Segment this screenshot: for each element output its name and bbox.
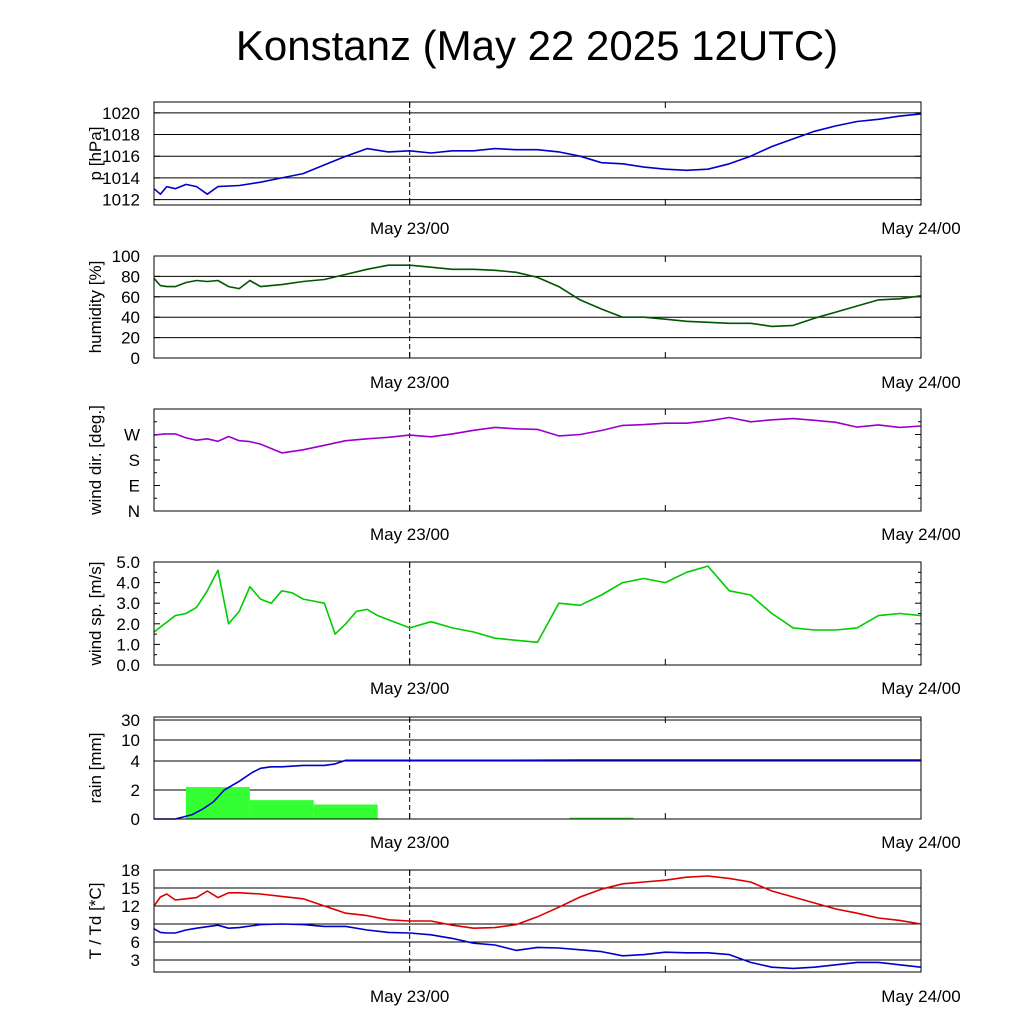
plot-frame <box>153 716 922 820</box>
x-tick-label: May 24/00 <box>881 219 960 238</box>
y-tick-label: 1018 <box>102 126 140 145</box>
x-tick-label: May 23/00 <box>370 987 449 1006</box>
x-tick-label: May 23/00 <box>370 679 449 698</box>
y-tick-label: 1020 <box>102 104 140 123</box>
x-tick-label: May 24/00 <box>881 833 960 852</box>
plot-frame <box>153 255 922 359</box>
plot-frame <box>153 869 922 973</box>
y-axis-label: humidity [%] <box>86 261 105 354</box>
y-tick-label: 3 <box>131 951 140 970</box>
series-line-2 <box>153 923 922 970</box>
rain-bar <box>185 787 250 819</box>
y-axis-label: rain [mm] <box>86 733 105 804</box>
y-tick-label: 5.0 <box>116 553 140 572</box>
y-tick-label: 1.0 <box>116 635 140 654</box>
y-tick-label: N <box>128 502 140 521</box>
plot-frame <box>153 101 922 206</box>
y-tick-label: 3.0 <box>116 594 140 613</box>
y-tick-label: 18 <box>121 861 140 880</box>
y-tick-label: 0 <box>131 349 140 368</box>
rain-bar <box>313 804 378 819</box>
series-line-1 <box>153 264 922 328</box>
y-tick-label: 4 <box>131 752 140 771</box>
y-tick-label: 30 <box>121 711 140 730</box>
y-tick-label: S <box>129 451 140 470</box>
x-tick-label: May 23/00 <box>370 833 449 852</box>
y-tick-label: 12 <box>121 897 140 916</box>
y-tick-label: 0 <box>131 810 140 829</box>
plot-frame <box>153 408 922 512</box>
y-axis-label: wind dir. [deg.] <box>86 405 105 516</box>
y-tick-label: 40 <box>121 308 140 327</box>
y-tick-label: 1012 <box>102 191 140 210</box>
y-tick-label: 80 <box>121 267 140 286</box>
rain-bar <box>249 800 314 819</box>
y-tick-label: 2.0 <box>116 615 140 634</box>
x-tick-label: May 23/00 <box>370 373 449 392</box>
y-tick-label: 10 <box>121 731 140 750</box>
x-tick-label: May 23/00 <box>370 525 449 544</box>
x-tick-label: May 24/00 <box>881 679 960 698</box>
x-tick-label: May 24/00 <box>881 373 960 392</box>
y-tick-label: 2 <box>131 781 140 800</box>
y-tick-label: 15 <box>121 879 140 898</box>
y-tick-label: W <box>124 426 140 445</box>
x-tick-label: May 23/00 <box>370 219 449 238</box>
y-tick-label: 100 <box>112 247 140 266</box>
series-line-1 <box>153 416 922 454</box>
y-axis-label: wind sp. [m/s] <box>86 562 105 667</box>
y-tick-label: 6 <box>131 933 140 952</box>
y-axis-label: p [hPa] <box>86 127 105 181</box>
series-line-1 <box>153 875 922 930</box>
y-tick-label: E <box>129 477 140 496</box>
y-tick-label: 1016 <box>102 147 140 166</box>
chart-panel-4: 0.0 1.02.0 3.04.0 5.0 May 23/00 May 24/00 wind… <box>86 553 961 698</box>
y-tick-label: 1014 <box>102 169 140 188</box>
y-axis-label: T / Td [*C] <box>86 883 105 960</box>
y-tick-label: 20 <box>121 329 140 348</box>
y-tick-label: 4.0 <box>116 574 140 593</box>
series-line-1 <box>153 565 922 644</box>
series-line-1 <box>154 759 921 820</box>
y-tick-label: 9 <box>131 915 140 934</box>
y-tick-label: 60 <box>121 288 140 307</box>
rain-bar <box>569 817 634 819</box>
plot-frame <box>153 561 922 666</box>
series-line-1 <box>153 113 922 195</box>
y-tick-label: 0.0 <box>116 656 140 675</box>
x-tick-label: May 24/00 <box>881 525 960 544</box>
x-tick-label: May 24/00 <box>881 987 960 1006</box>
page-title: Konstanz (May 22 2025 12UTC) <box>235 22 839 69</box>
chart-panel-1: 1012 1014 1016 1018 1020 May 23/00 May 24/00 p … <box>86 101 961 238</box>
